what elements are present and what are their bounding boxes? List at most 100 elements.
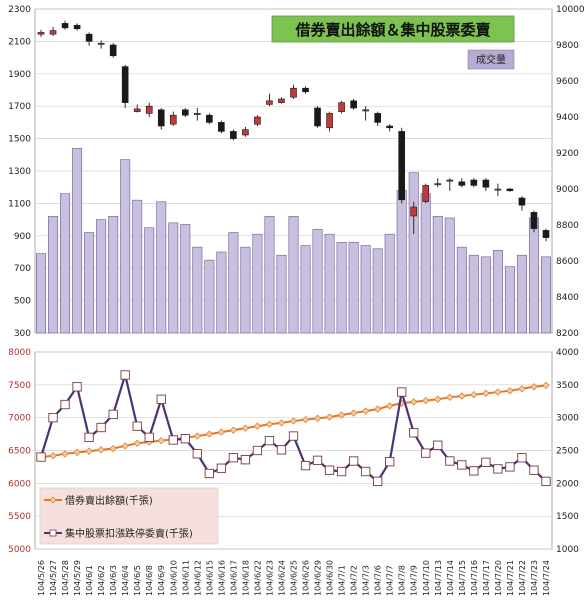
top-left-tick-label: 2300: [8, 5, 31, 15]
x-tick-label: 104/6/3: [109, 565, 118, 596]
x-tick-label: 104/6/17: [229, 560, 238, 596]
margin-balance-point: [97, 446, 105, 454]
x-tick-label: 104/7/13: [434, 560, 443, 596]
x-tick-label: 104/5/26: [37, 560, 46, 596]
sell-order-point: [204, 468, 214, 479]
volume-bar: [372, 248, 383, 334]
volume-bar: [168, 222, 179, 334]
sell-order-point: [481, 457, 491, 467]
sell-order-point: [360, 466, 371, 477]
margin-balance-point: [121, 442, 129, 450]
bottom-right-tick-label: 3000: [556, 414, 579, 424]
x-tick-label: 104/7/22: [518, 560, 527, 596]
x-tick-label: 104/6/10: [169, 560, 178, 596]
bottom-right-tick-label: 2000: [556, 479, 579, 489]
candle-body: [49, 30, 57, 35]
sell-order-point: [96, 422, 106, 433]
top-right-tick-label: 9200: [556, 149, 579, 159]
x-tick-label: 104/7/6: [374, 565, 383, 596]
volume-bar: [504, 266, 515, 334]
candle-body: [482, 179, 490, 188]
candle-body: [518, 197, 526, 206]
candle-body: [242, 129, 249, 136]
sell-order-point: [421, 448, 431, 458]
margin-balance-point: [337, 411, 346, 419]
x-tick-label: 104/7/3: [362, 565, 371, 596]
volume-bar: [216, 251, 227, 334]
bottom-right-tick-label: 3500: [556, 381, 579, 391]
candle-body: [494, 188, 502, 191]
margin-balance-point: [49, 452, 57, 460]
volume-bar: [156, 201, 167, 334]
volume-bar: [360, 245, 371, 334]
candle-body: [314, 107, 321, 127]
x-tick-label: 104/6/1: [85, 565, 94, 596]
candle-body: [386, 125, 393, 129]
legend-label-margin: 借券賣出餘額(千張): [65, 494, 153, 507]
bottom-left-tick-label: 5500: [8, 512, 31, 522]
volume-bar: [264, 216, 275, 334]
candle-body: [61, 23, 69, 29]
legend-marker-margin: [49, 496, 57, 504]
sell-order-point: [505, 462, 515, 472]
margin-balance-point: [470, 390, 478, 399]
margin-balance-point: [157, 436, 165, 445]
volume-bar: [336, 241, 347, 334]
bottom-right-tick-label: 1500: [556, 512, 579, 522]
sell-order-point: [373, 476, 383, 487]
candle-body: [157, 109, 165, 127]
sell-order-point: [192, 449, 202, 459]
volume-label: 成交量: [476, 53, 506, 66]
margin-balance-point: [253, 422, 262, 430]
candle-body: [121, 66, 129, 103]
bottom-right-tick-label: 4000: [556, 348, 579, 358]
margin-balance-point: [217, 428, 226, 436]
volume-bar: [204, 259, 215, 334]
top-left-tick-label: 1700: [8, 102, 31, 112]
bottom-right-tick-label: 2500: [556, 447, 579, 457]
sell-order-point: [493, 464, 503, 474]
x-tick-label: 104/6/29: [314, 560, 323, 596]
candle-body: [542, 230, 550, 238]
sell-order-point: [240, 455, 251, 465]
sell-order-point: [445, 456, 455, 466]
top-left-tick-label: 700: [14, 264, 31, 274]
margin-balance-point: [193, 432, 202, 440]
sell-order-point: [84, 432, 94, 443]
candle-body: [73, 24, 81, 30]
volume-bar: [432, 216, 443, 334]
margin-balance-point: [434, 395, 442, 403]
sell-order-point: [517, 453, 527, 463]
margin-balance-point: [361, 407, 370, 415]
sell-order-point: [288, 431, 299, 441]
x-tick-label: 104/7/15: [458, 560, 467, 596]
candle-body: [350, 100, 357, 109]
candle-body: [278, 98, 285, 103]
top-left-tick-label: 2100: [8, 37, 31, 47]
sell-order-point: [180, 434, 190, 444]
margin-balance-point: [422, 396, 430, 405]
x-tick-label: 104/7/17: [482, 560, 491, 596]
candle-body: [338, 102, 345, 112]
x-tick-label: 104/7/21: [506, 560, 515, 596]
candle-body: [410, 206, 418, 217]
top-right-tick-label: 8200: [556, 329, 579, 339]
sell-order-point: [433, 440, 443, 450]
volume-bar: [48, 216, 59, 334]
volume-bar: [84, 232, 95, 334]
x-tick-label: 104/6/23: [265, 560, 274, 596]
chart-title: 借券賣出餘額＆集中股票委賣: [294, 21, 491, 39]
x-tick-label: 104/6/16: [217, 560, 226, 596]
candle-body: [302, 87, 309, 93]
x-tick-label: 104/6/11: [181, 560, 190, 596]
candle-body: [362, 109, 369, 112]
volume-bar: [276, 254, 287, 334]
candle-body: [109, 44, 117, 57]
legend-marker-sell: [49, 529, 57, 537]
volume-bar: [396, 190, 407, 334]
volume-bar: [132, 199, 143, 334]
volume-bar: [348, 241, 359, 334]
margin-balance-point: [133, 439, 141, 447]
candle-body: [506, 188, 514, 192]
margin-balance-point: [265, 420, 274, 428]
